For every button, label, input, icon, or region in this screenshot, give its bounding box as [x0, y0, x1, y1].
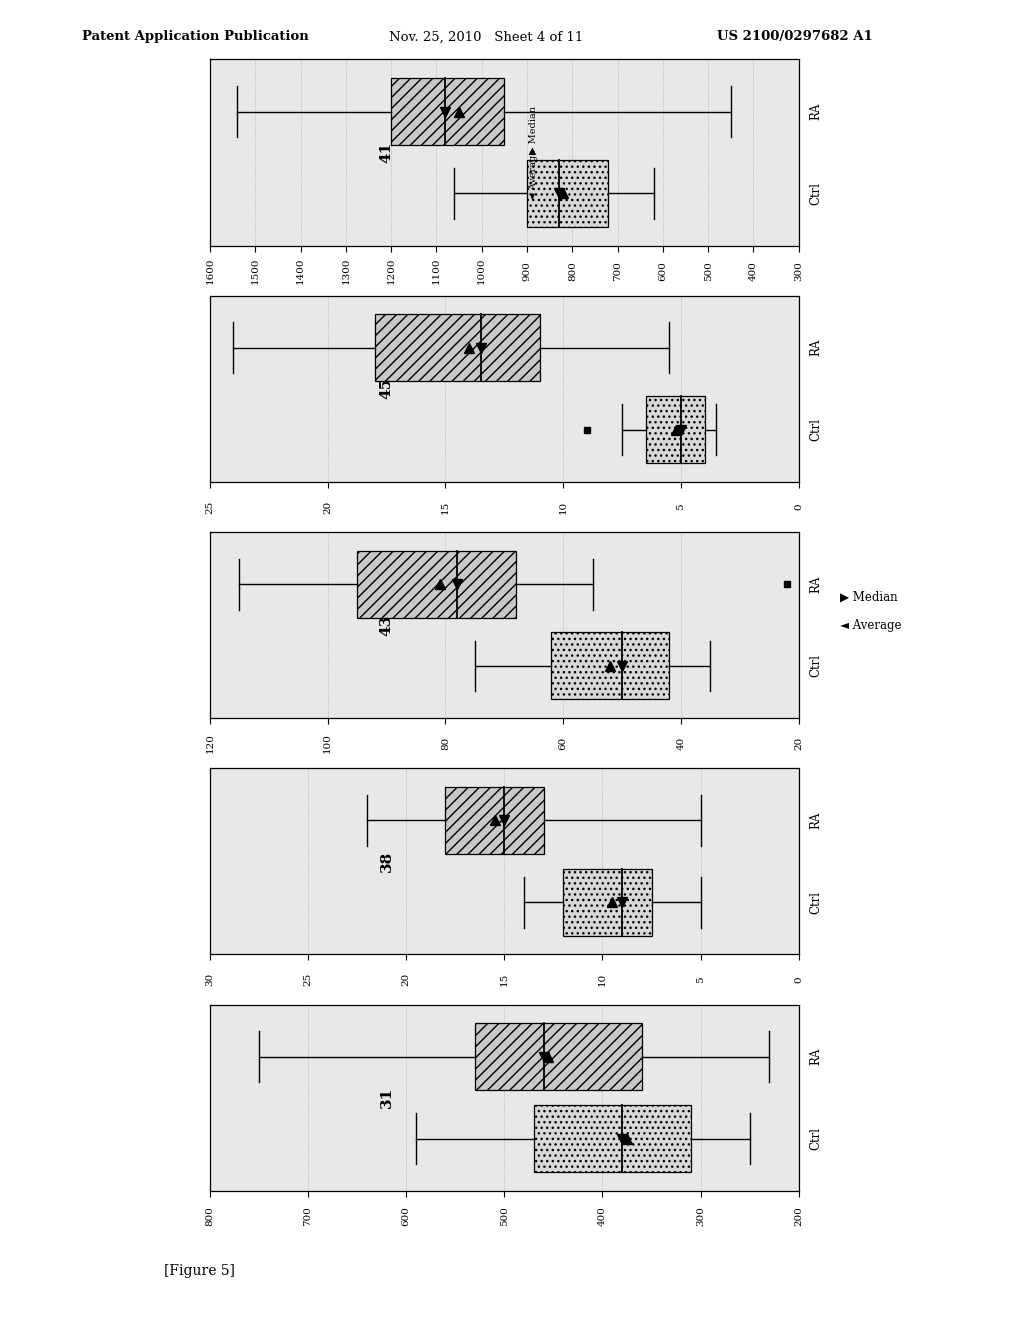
Text: 300: 300 [696, 1205, 706, 1226]
Text: 0: 0 [795, 975, 803, 983]
Bar [391, 78, 505, 145]
Text: ◄ Average: ◄ Average [840, 619, 901, 631]
Bar [551, 632, 670, 700]
Text: 10: 10 [559, 500, 567, 513]
Text: 900: 900 [522, 260, 531, 281]
Text: 500: 500 [500, 1205, 509, 1226]
Bar [475, 1023, 642, 1090]
Bar [563, 869, 651, 936]
Text: 1300: 1300 [341, 257, 350, 284]
Text: 700: 700 [303, 1205, 312, 1226]
Text: 600: 600 [401, 1205, 411, 1226]
Text: 800: 800 [206, 1205, 214, 1226]
Text: ▶ Median: ▶ Median [840, 590, 897, 603]
Text: 15: 15 [441, 500, 450, 513]
Text: 1000: 1000 [477, 257, 486, 284]
Text: 5: 5 [677, 503, 685, 511]
Text: 10: 10 [598, 973, 607, 986]
Text: US 2100/0297682 A1: US 2100/0297682 A1 [717, 30, 872, 44]
Text: 20: 20 [795, 737, 803, 750]
Text: 80: 80 [441, 737, 450, 750]
Text: 400: 400 [749, 260, 758, 281]
Bar [534, 1105, 691, 1172]
Text: 1500: 1500 [251, 257, 260, 284]
Text: Nov. 25, 2010   Sheet 4 of 11: Nov. 25, 2010 Sheet 4 of 11 [389, 30, 584, 44]
Bar [527, 160, 608, 227]
Text: Ctrl: Ctrl [809, 655, 822, 677]
Text: 600: 600 [658, 260, 668, 281]
Text: 41: 41 [380, 141, 393, 164]
Text: Ctrl: Ctrl [809, 1127, 822, 1150]
Text: RA: RA [809, 1048, 822, 1065]
Text: 1200: 1200 [387, 257, 395, 284]
Text: 1400: 1400 [296, 257, 305, 284]
Text: 400: 400 [598, 1205, 607, 1226]
Text: 1600: 1600 [206, 257, 214, 284]
Text: 25: 25 [303, 973, 312, 986]
Bar [646, 396, 705, 463]
Text: 1100: 1100 [432, 257, 441, 284]
Text: Ctrl: Ctrl [809, 418, 822, 441]
Text: 60: 60 [559, 737, 567, 750]
Text: 15: 15 [500, 973, 509, 986]
Text: RA: RA [809, 812, 822, 829]
Text: 5: 5 [696, 975, 706, 983]
Text: 40: 40 [677, 737, 685, 750]
Text: [Figure 5]: [Figure 5] [164, 1263, 234, 1278]
Text: 25: 25 [206, 500, 214, 513]
Text: ▶ Median: ▶ Median [529, 106, 539, 154]
Text: 30: 30 [206, 973, 214, 986]
Text: 38: 38 [380, 850, 393, 873]
Text: 31: 31 [380, 1086, 393, 1109]
Text: 45: 45 [380, 378, 393, 400]
Text: 20: 20 [401, 973, 411, 986]
Text: 200: 200 [795, 1205, 803, 1226]
Text: 120: 120 [206, 733, 214, 754]
Text: 100: 100 [324, 733, 332, 754]
Text: Patent Application Publication: Patent Application Publication [82, 30, 308, 44]
Text: Ctrl: Ctrl [809, 891, 822, 913]
Text: 800: 800 [567, 260, 577, 281]
Text: ◄ Average: ◄ Average [529, 149, 539, 201]
Text: 700: 700 [613, 260, 622, 281]
Text: 0: 0 [795, 503, 803, 511]
Bar [375, 314, 540, 381]
Text: 300: 300 [795, 260, 803, 281]
Text: 20: 20 [324, 500, 332, 513]
Text: RA: RA [809, 576, 822, 593]
Text: RA: RA [809, 339, 822, 356]
Text: Ctrl: Ctrl [809, 182, 822, 205]
Bar [357, 550, 516, 618]
Text: RA: RA [809, 103, 822, 120]
Text: 500: 500 [703, 260, 713, 281]
Bar [445, 787, 544, 854]
Text: 43: 43 [380, 614, 393, 636]
